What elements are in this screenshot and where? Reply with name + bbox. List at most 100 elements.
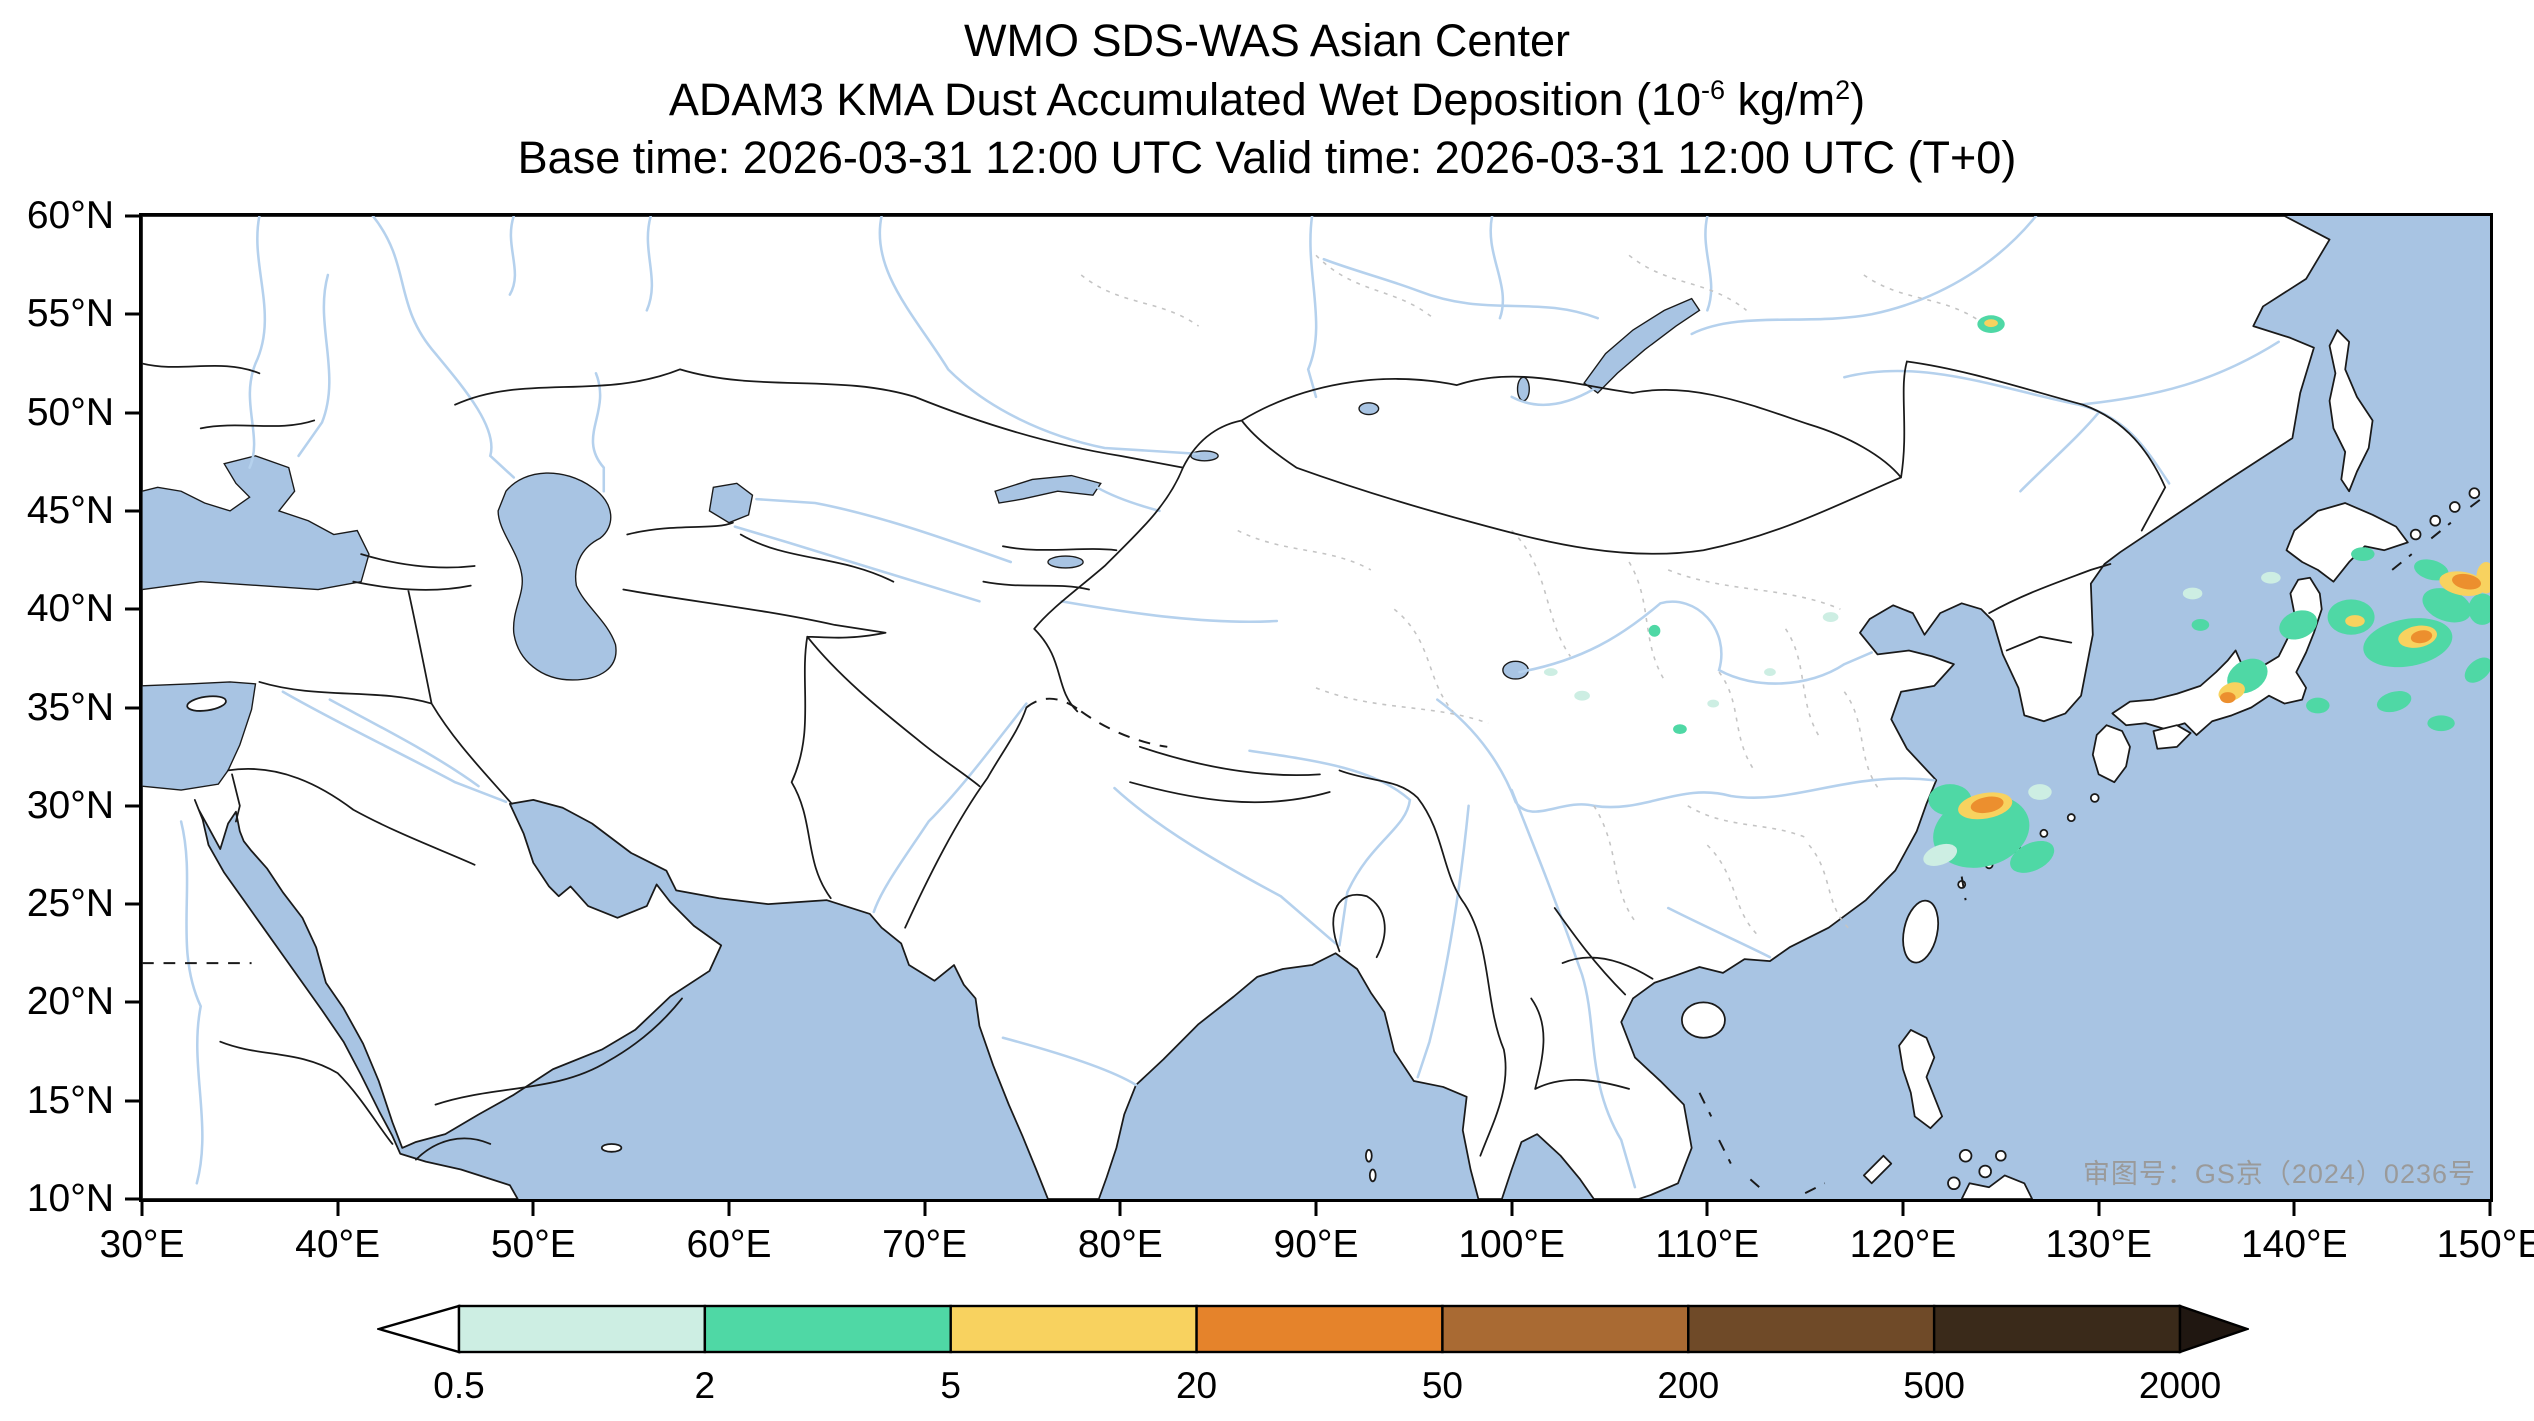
colorbar-segment (1687, 1304, 1936, 1354)
dust-patch-0.5-2 (2028, 784, 2052, 800)
colorbar-labels: 0.5 2 5 20 50 200 500 2000 (377, 1365, 2249, 1415)
figure-title: WMO SDS-WAS Asian Center (964, 15, 1570, 66)
ryukyu-island (2066, 813, 2076, 823)
subtitle-exponent: -6 (1701, 74, 1726, 105)
dust-patch-20-50 (2410, 630, 2433, 644)
dust-patch-2-5 (2191, 619, 2210, 631)
colorbar-under-arrow (374, 1304, 461, 1354)
lon-tick-label: 40°E (295, 1223, 381, 1266)
lake-uvs (1358, 402, 1380, 416)
palawan-island (1862, 1154, 1893, 1185)
dust-patch-2-5 (2427, 715, 2455, 732)
lake-khovsgol (1516, 376, 1530, 402)
dust-patch-20-50 (2219, 692, 2236, 704)
subtitle-units: kg/m (1725, 73, 1836, 125)
lon-tick-mark (923, 1202, 927, 1216)
ryukyu-island (2089, 793, 2100, 803)
colorbar-segment (1932, 1304, 2182, 1354)
lon-tick-mark (2488, 1202, 2492, 1216)
dust-patch-0.5-2 (2261, 571, 2281, 584)
lon-tick-mark (1510, 1202, 1514, 1216)
figure-subtitle: ADAM3 KMA Dust Accumulated Wet Depositio… (0, 71, 2534, 130)
colorbar-tick-label: 500 (1903, 1365, 1966, 1406)
dust-patch-0.5-2 (1923, 843, 1958, 866)
lat-tick-mark (125, 312, 139, 316)
lon-tick-label: 30°E (99, 1223, 185, 1266)
dust-patch-0.5-2 (2182, 587, 2203, 600)
lon-tick-mark (2097, 1202, 2101, 1216)
lat-tick-mark (125, 509, 139, 513)
colorbar-tick-label: 5 (940, 1365, 961, 1406)
islands-layer (186, 329, 2481, 1199)
colorbar-tick-label: 2 (694, 1365, 716, 1406)
colorbar-segment (1195, 1304, 1444, 1354)
kuril-island (2449, 501, 2461, 513)
lon-tick-mark (140, 1202, 144, 1216)
map-area: 审图号：GS京（2024）0236号 60°N 55°N 50°N 45°N 40°N 3… (27, 194, 2534, 1266)
aral-sea (708, 482, 754, 524)
lon-tick-label: 50°E (490, 1223, 576, 1266)
kuril-island (2468, 487, 2481, 500)
colorbar-bar (374, 1304, 2251, 1354)
dust-patch-20-50 (2452, 573, 2482, 590)
shikoku-island (2152, 724, 2192, 750)
subtitle-text: ADAM3 KMA Dust Accumulated Wet Depositio… (668, 73, 1702, 125)
map-license-note: 审图号：GS京（2024）0236号 (2082, 1159, 2476, 1189)
colorbar-segment (703, 1304, 952, 1354)
kuril-island (2409, 528, 2422, 541)
lat-tick-mark (125, 706, 139, 709)
cyprus-island (186, 695, 227, 712)
dust-patch-2-5 (2414, 559, 2449, 581)
lat-tick-label: 35°N (26, 685, 114, 729)
lon-tick-mark (531, 1202, 535, 1216)
dust-patch-0.5-2 (1764, 668, 1776, 677)
lon-tick-mark (1314, 1202, 1318, 1216)
dashed-boundaries-layer (142, 494, 2487, 1194)
dust-patch-2-5 (2010, 840, 2055, 873)
dust-patch-2-5 (2376, 691, 2412, 713)
mindoro-island (1947, 1176, 1961, 1191)
dust-patch-2-5 (2351, 547, 2375, 562)
colorbar-tick-label: 200 (1657, 1365, 1720, 1406)
mediterranean-sea (142, 681, 257, 791)
mainland-coastline (142, 216, 2331, 1199)
lat-tick-mark (125, 411, 139, 415)
lat-tick-label: 50°N (26, 390, 114, 434)
dust-patch-5-20 (1984, 319, 1998, 328)
visayas-island (1958, 1148, 1973, 1163)
rivers-layer (179, 216, 2280, 1189)
dust-patch-0.5-2 (1707, 699, 1720, 708)
lat-tick-mark (125, 1099, 139, 1103)
lon-tick-label: 110°E (1655, 1223, 1760, 1266)
sakhalin-island (2328, 329, 2374, 493)
socotra-island (600, 1143, 623, 1153)
lat-tick-label: 40°N (26, 587, 114, 631)
honshu-island (2111, 576, 2323, 736)
lon-tick-mark (2292, 1202, 2296, 1216)
dust-patch-2-5 (1648, 624, 1661, 637)
caspian-sea (497, 472, 617, 681)
lat-tick-mark (125, 1000, 139, 1004)
figure-time-info: Base time: 2026-03-31 12:00 UTC Valid ti… (517, 132, 2017, 183)
lon-tick-label: 60°E (686, 1223, 772, 1266)
visayas-island (1978, 1164, 1992, 1179)
kyushu-island (2091, 724, 2131, 784)
dust-patch-2-5 (2306, 697, 2330, 714)
lon-tick-mark (1705, 1202, 1709, 1216)
lon-tick-mark (1901, 1202, 1905, 1216)
black-sea (142, 455, 370, 591)
lat-tick-label: 15°N (26, 1078, 114, 1122)
colorbar-tick-label: 0.5 (433, 1365, 485, 1406)
lon-tick-label: 80°E (1077, 1223, 1163, 1266)
lon-tick-mark (336, 1202, 340, 1216)
dust-patch-5-20 (2345, 615, 2365, 627)
country-borders-layer (142, 360, 2167, 1161)
dust-patch-0.5-2 (1822, 612, 1839, 622)
lake-issyk-kul (1047, 555, 1084, 569)
subtitle-exponent-2: 2 (1835, 74, 1851, 105)
colorbar-tick-label: 2000 (2138, 1365, 2222, 1406)
lake-baikal (1583, 297, 1701, 394)
province-borders-layer (1080, 254, 1982, 937)
hokkaido-island (2285, 502, 2409, 583)
